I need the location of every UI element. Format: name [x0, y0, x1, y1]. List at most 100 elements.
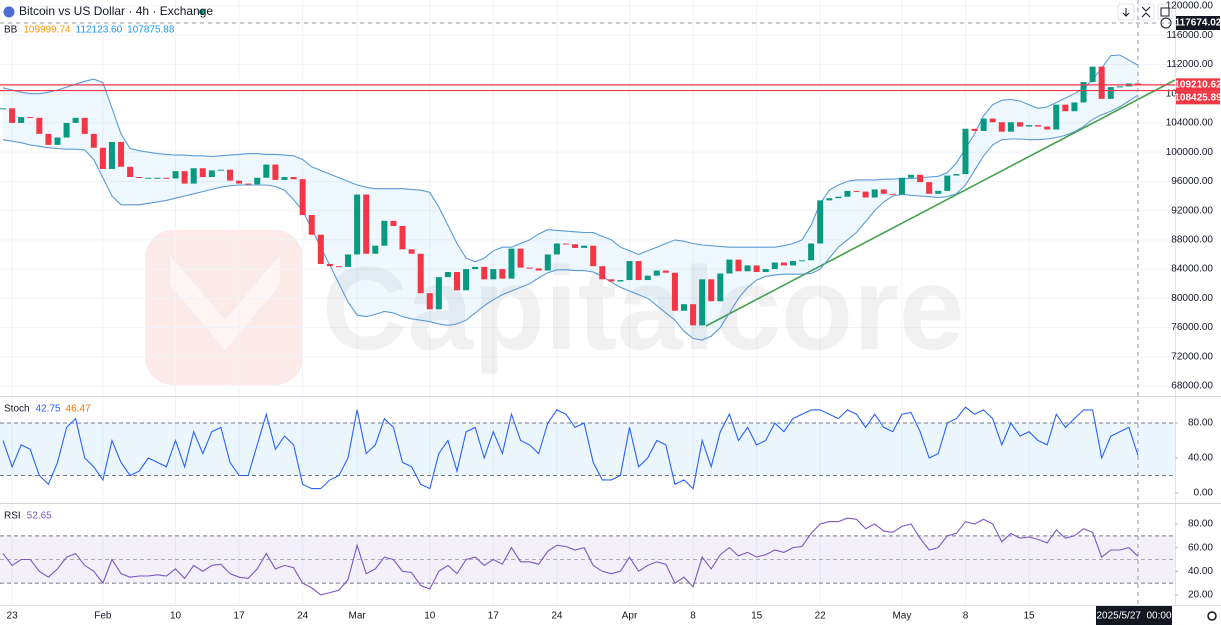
x-tick-label: 8: [963, 611, 969, 622]
candle: [72, 117, 79, 123]
candle: [154, 177, 161, 179]
crosshair-y-box: [1176, 15, 1220, 30]
watermark-logo: [145, 230, 303, 385]
candle: [953, 174, 960, 176]
candle: [726, 259, 733, 274]
toolbar[interactable]: [1117, 3, 1173, 21]
candle: [372, 245, 379, 254]
candle: [108, 141, 115, 169]
candle: [236, 180, 243, 184]
candle: [481, 266, 488, 280]
market-status: [199, 9, 205, 15]
candle: [118, 141, 125, 167]
legend-value: 46.47: [66, 404, 91, 415]
candle: [299, 179, 306, 216]
symbol-icon: [3, 6, 15, 18]
crosshair-x-box: [1096, 606, 1172, 625]
candle: [681, 304, 687, 311]
y-tick-label: 76000.00: [1171, 322, 1213, 333]
candle: [889, 193, 896, 195]
x-tick-label: May: [892, 611, 911, 622]
candle: [435, 277, 442, 310]
y-tick-label: 96000.00: [1171, 176, 1213, 187]
candle: [1044, 126, 1051, 130]
candle: [354, 194, 361, 255]
x-tick-label: 15: [1023, 611, 1035, 622]
candle: [826, 198, 833, 201]
candle: [962, 128, 969, 175]
y-tick-label: 120000.00: [1166, 1, 1214, 12]
candle: [871, 189, 878, 198]
candle: [753, 265, 760, 273]
y-tick-label: 92000.00: [1171, 205, 1213, 216]
candle: [1089, 66, 1096, 83]
candle: [463, 269, 470, 291]
candle: [227, 169, 233, 181]
candle: [717, 273, 724, 302]
y-tick-label: 60.00: [1188, 542, 1213, 553]
x-tick-label: Mar: [349, 611, 367, 622]
candle: [208, 170, 215, 178]
candle: [572, 244, 579, 248]
candle: [1062, 104, 1069, 112]
candle: [1107, 87, 1114, 99]
y-tick-label: 80.00: [1188, 519, 1213, 530]
candle: [971, 128, 978, 131]
candle: [27, 117, 34, 119]
legend-value: 109999.74: [23, 25, 71, 36]
candle: [245, 183, 252, 185]
legend-value: 42.75: [36, 404, 61, 415]
candle: [817, 200, 824, 244]
candle: [608, 279, 615, 282]
candle: [199, 168, 206, 178]
price-label-box: [1176, 78, 1220, 92]
candle: [217, 169, 224, 171]
legend-value: 112123.60: [76, 25, 123, 36]
y-tick-label: 0.00: [1194, 488, 1214, 499]
trend-line: [705, 79, 1176, 327]
candle: [490, 269, 497, 280]
candle: [880, 189, 887, 194]
x-tick-label: 15: [751, 611, 763, 622]
y-tick-label: 68000.00: [1171, 381, 1213, 392]
candle: [263, 164, 270, 178]
candle: [99, 147, 106, 169]
x-tick-label: 24: [297, 611, 309, 622]
button[interactable]: [1137, 3, 1155, 21]
icon: [1122, 8, 1130, 17]
settings-button[interactable]: [1207, 611, 1217, 621]
candle: [553, 243, 560, 255]
candle: [998, 122, 1005, 132]
candle: [980, 118, 987, 131]
candle: [145, 177, 152, 179]
series-line: [2, 406, 1139, 490]
x-tick-label: 24: [551, 611, 563, 622]
candle: [381, 220, 388, 246]
x-tick-label: 10: [424, 611, 436, 622]
candle: [799, 260, 806, 262]
y-tick-label: 72000.00: [1171, 351, 1213, 362]
series-line: [2, 54, 1139, 263]
candle: [1026, 125, 1033, 127]
x-tick-label: Feb: [94, 611, 112, 622]
y-tick-label: 84000.00: [1171, 264, 1213, 275]
candle: [1135, 83, 1141, 85]
candle: [771, 262, 778, 270]
y-tick-label: 112000.00: [1166, 59, 1213, 70]
x-tick-label: 17: [488, 611, 500, 622]
candle: [744, 265, 751, 272]
y-tick-label: 40.00: [1188, 566, 1213, 577]
price-label-box: [1176, 91, 1220, 105]
candle: [417, 253, 424, 294]
x-tick-label: 17: [234, 611, 246, 622]
candle: [399, 225, 406, 250]
candle: [81, 117, 88, 134]
candle: [444, 272, 451, 278]
band-fill: [0, 535, 1175, 584]
candle: [9, 108, 16, 123]
candle: [136, 177, 143, 179]
candle: [780, 262, 787, 266]
candle: [254, 177, 261, 185]
series-line: [2, 517, 1139, 596]
candle: [762, 269, 769, 273]
